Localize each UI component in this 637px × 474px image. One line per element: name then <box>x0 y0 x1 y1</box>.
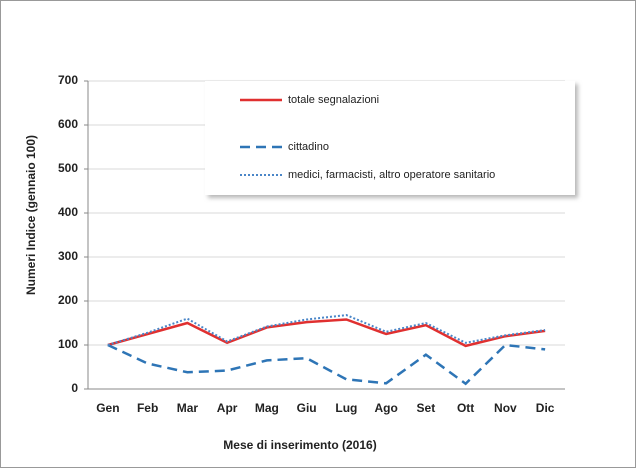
series-line <box>107 318 546 348</box>
x-tick-label: Dic <box>536 401 555 415</box>
series-line <box>107 314 546 346</box>
x-tick-label: Ago <box>374 401 397 415</box>
x-tick-label: Set <box>417 401 436 415</box>
x-tick-label: Apr <box>217 401 238 415</box>
x-tick-label: Gen <box>96 401 119 415</box>
legend-label: totale segnalazioni <box>288 94 379 106</box>
y-tick-label: 100 <box>58 337 78 351</box>
y-tick-label: 200 <box>58 293 78 307</box>
y-tick-label: 600 <box>58 117 78 131</box>
legend-label: cittadino <box>288 141 329 153</box>
y-tick-label: 700 <box>58 73 78 87</box>
y-tick-label: 500 <box>58 161 78 175</box>
legend-label: medici, farmacisti, altro operatore sani… <box>288 169 495 181</box>
y-tick-label: 0 <box>71 381 78 395</box>
x-tick-label: Nov <box>494 401 517 415</box>
y-tick-label: 400 <box>58 205 78 219</box>
y-tick-label: 300 <box>58 249 78 263</box>
series-line <box>107 343 546 386</box>
x-axis-label: Mese di inserimento (2016) <box>223 438 376 452</box>
x-tick-label: Lug <box>335 401 357 415</box>
x-tick-label: Mag <box>255 401 279 415</box>
y-axis-label: Numeri Indice (gennaio 100) <box>24 135 38 295</box>
x-tick-label: Giu <box>297 401 317 415</box>
x-tick-label: Mar <box>177 401 199 415</box>
x-tick-label: Ott <box>457 401 474 415</box>
x-tick-label: Feb <box>137 401 158 415</box>
